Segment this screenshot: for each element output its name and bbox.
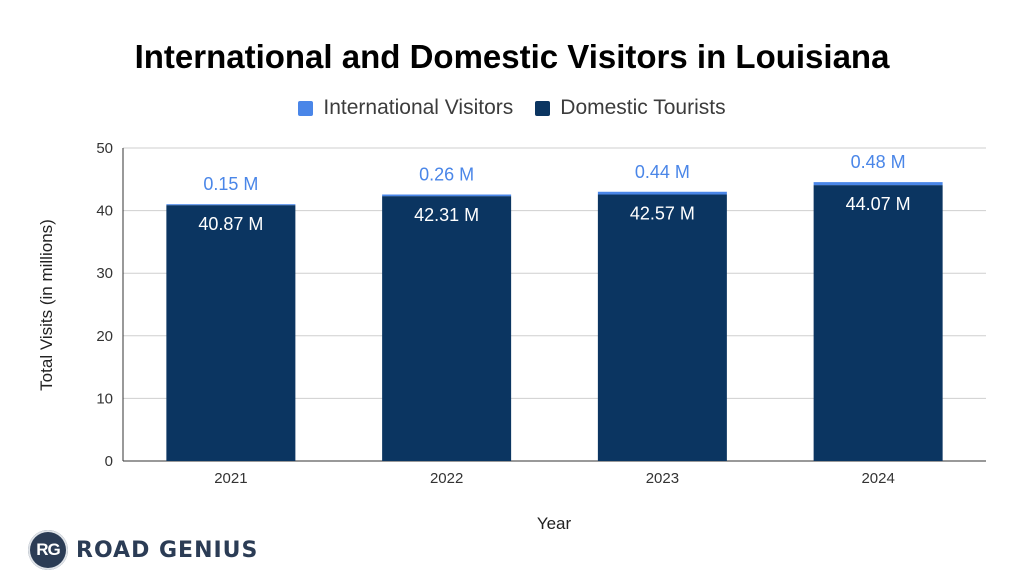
bar-domestic (166, 205, 296, 461)
data-label-international: 0.48 M (851, 152, 906, 172)
data-label-domestic: 44.07 M (846, 194, 911, 214)
bar-domestic (597, 194, 727, 462)
y-tick-label: 30 (96, 265, 113, 282)
bar-international (813, 182, 943, 186)
chart-title: International and Domestic Visitors in L… (134, 38, 890, 75)
bar-international (597, 191, 727, 195)
legend-label-domestic: Domestic Tourists (560, 96, 726, 119)
logo-badge-icon: RG (28, 530, 68, 570)
legend-swatch-domestic (535, 100, 551, 116)
y-tick-label: 40 (96, 203, 113, 220)
bar-international (382, 194, 512, 197)
chart-legend: International Visitors Domestic Tourists (0, 96, 1024, 120)
y-tick-label: 50 (96, 140, 113, 157)
legend-label-international: International Visitors (323, 96, 514, 119)
y-tick-label: 0 (105, 453, 113, 470)
bar-international (166, 204, 296, 206)
x-tick-label: 2024 (861, 470, 894, 487)
y-tick-label: 20 (96, 328, 113, 345)
legend-swatch-international (298, 100, 314, 116)
data-label-domestic: 40.87 M (198, 214, 263, 234)
x-axis-title: Year (536, 514, 572, 533)
legend-item-international: International Visitors (298, 96, 513, 120)
logo-brand-text: ROAD GENIUS (76, 537, 259, 563)
data-label-international: 0.15 M (203, 174, 258, 194)
x-tick-label: 2021 (214, 470, 247, 487)
brand-logo: RG ROAD GENIUS (28, 530, 258, 570)
data-label-domestic: 42.31 M (414, 205, 479, 225)
x-tick-label: 2023 (646, 470, 679, 487)
legend-item-domestic: Domestic Tourists (535, 96, 726, 120)
y-axis-title: Total Visits (in millions) (37, 219, 56, 391)
x-tick-label: 2022 (430, 470, 463, 487)
data-label-international: 0.44 M (635, 162, 690, 182)
y-tick-label: 10 (96, 390, 113, 407)
bar-domestic (382, 196, 512, 461)
data-label-domestic: 42.57 M (630, 204, 695, 224)
bar-domestic (813, 185, 943, 461)
data-label-international: 0.26 M (419, 165, 474, 185)
